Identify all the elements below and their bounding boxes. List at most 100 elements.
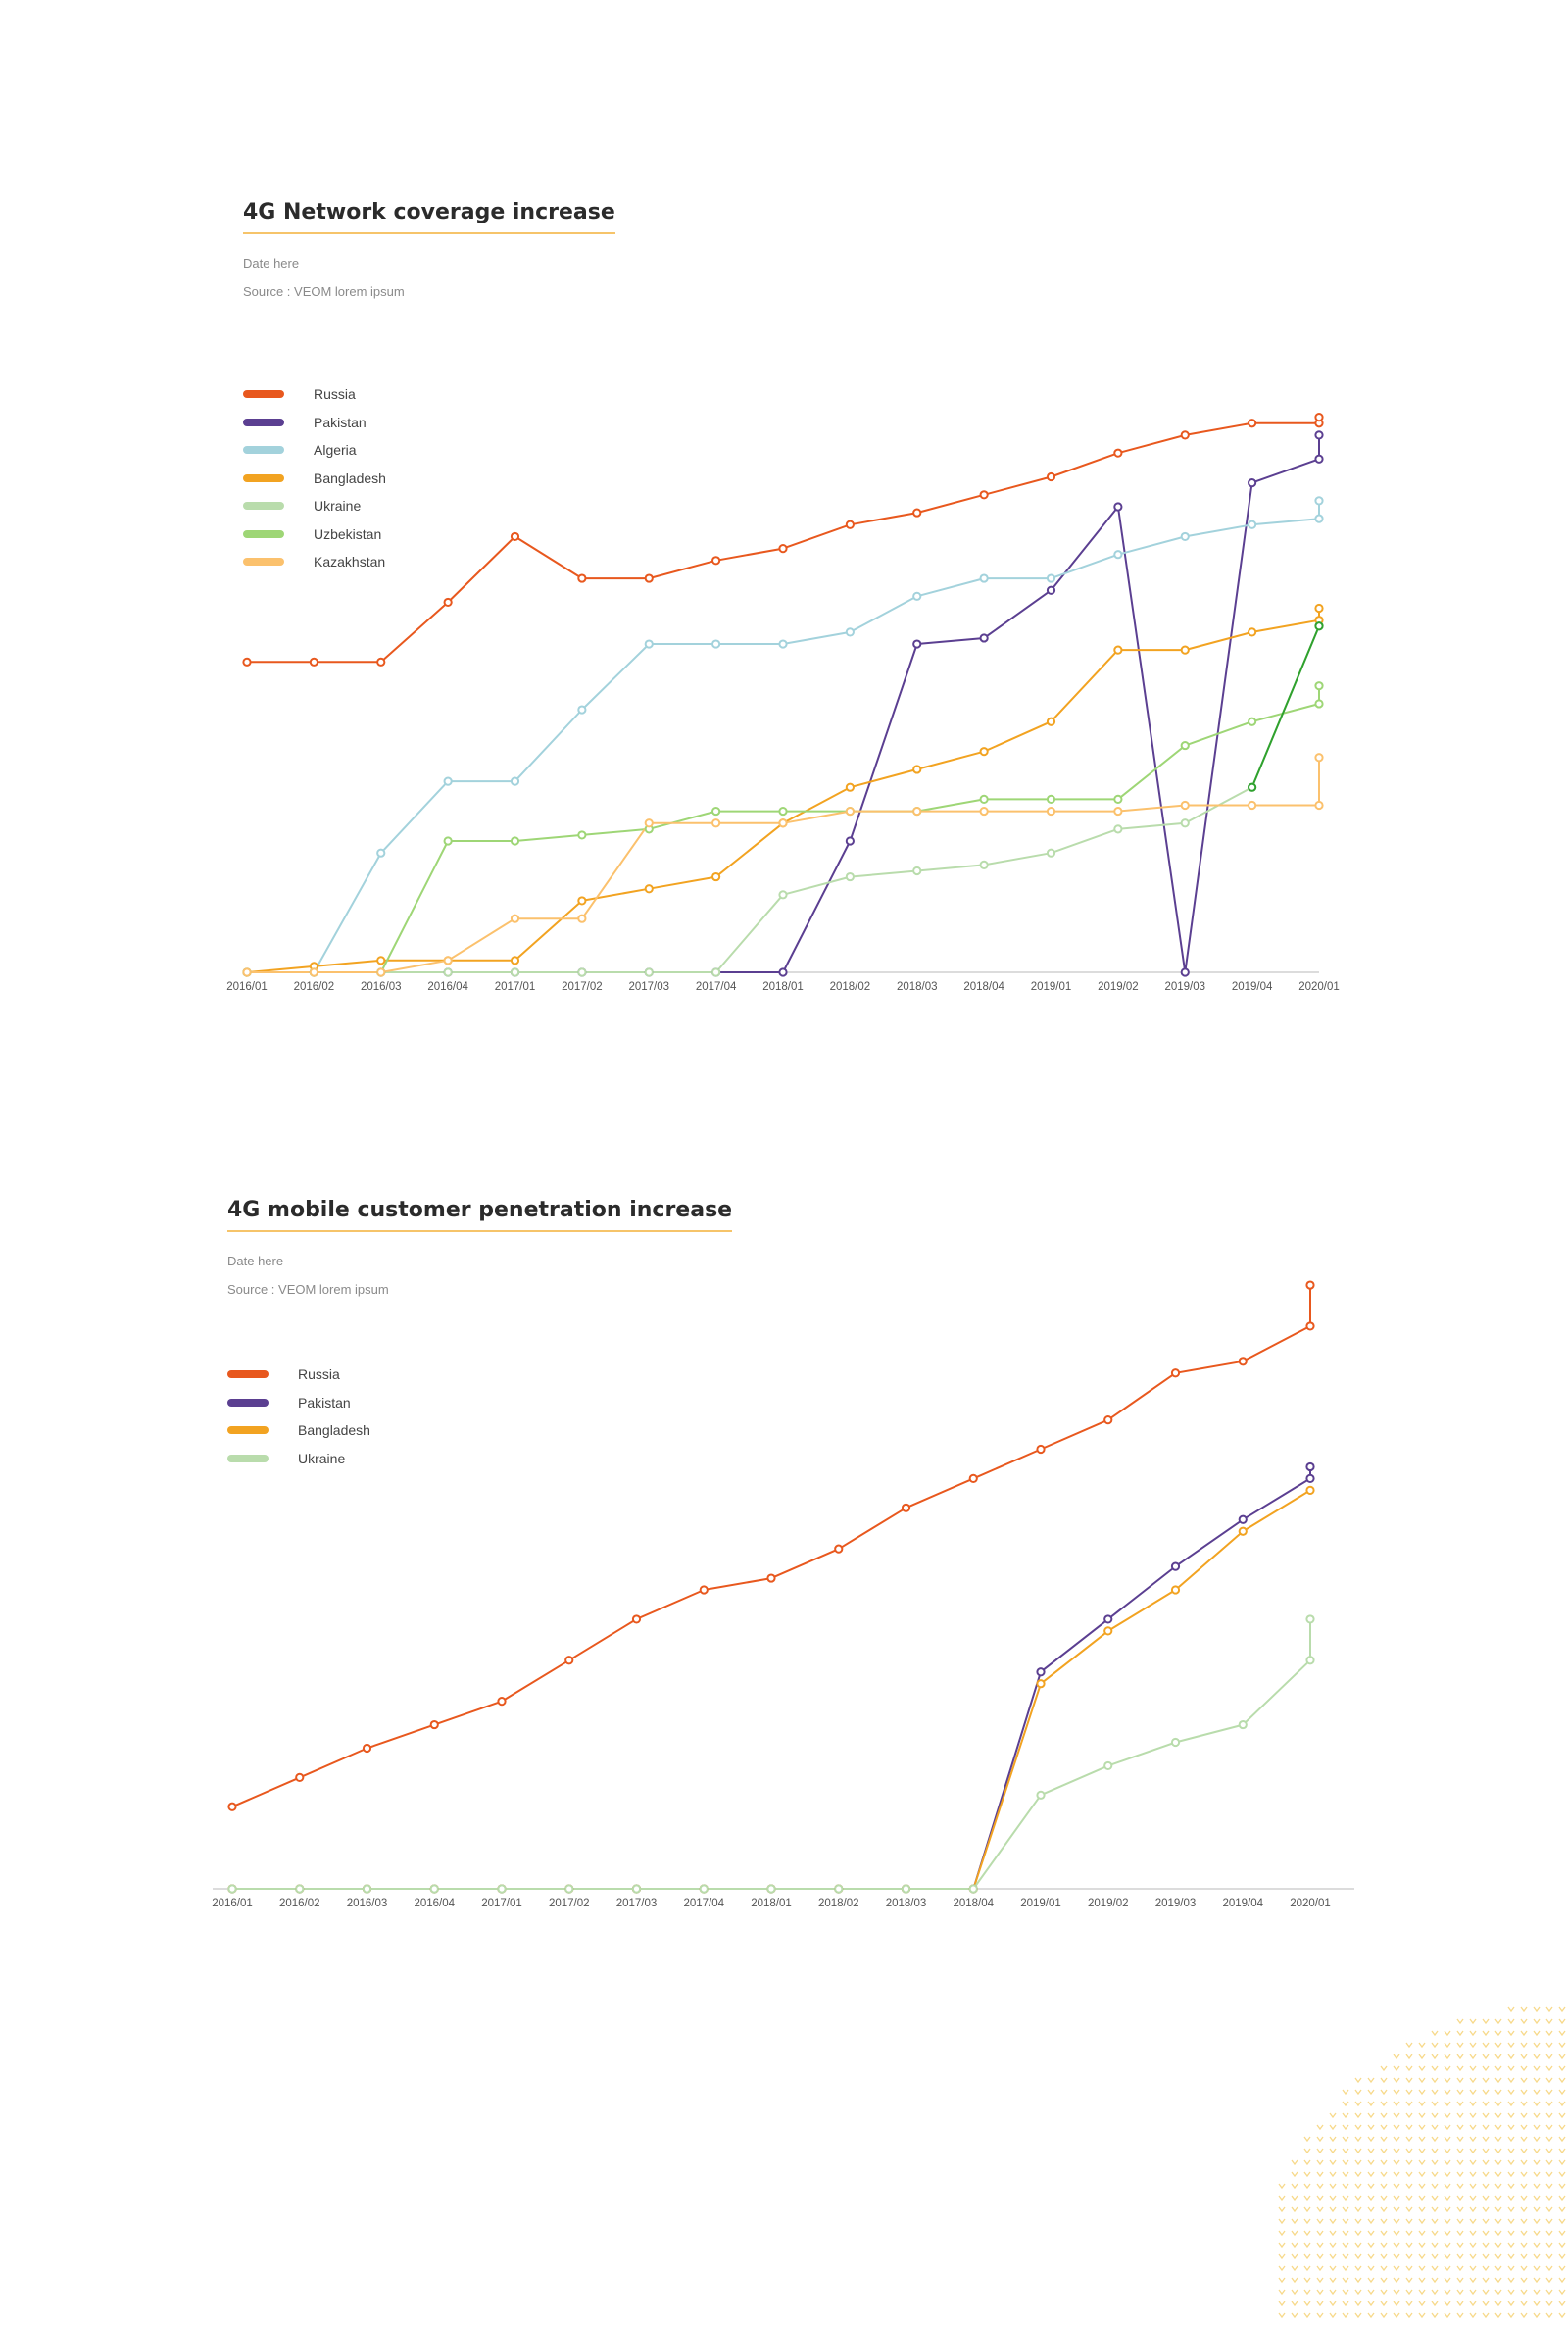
series-algeria-point — [979, 573, 989, 583]
series-ukraine-point — [1046, 848, 1056, 858]
chevron-mark — [1520, 2065, 1528, 2072]
chevron-mark — [1316, 2206, 1324, 2213]
chevron-mark — [1342, 2124, 1349, 2131]
chevron-mark — [1444, 2077, 1451, 2084]
chevron-mark — [1393, 2277, 1400, 2284]
chevron-mark — [1558, 2077, 1566, 2084]
chevron-mark — [1520, 2159, 1528, 2166]
chevron-mark — [1342, 2195, 1349, 2202]
chart-date: Date here — [227, 1254, 284, 1268]
chevron-mark — [1418, 2054, 1426, 2060]
chevron-mark — [1444, 2124, 1451, 2131]
chevron-mark — [1393, 2289, 1400, 2296]
chevron-mark — [1545, 2101, 1553, 2107]
chevron-mark — [1494, 2159, 1502, 2166]
series-pakistan-point — [1046, 585, 1056, 595]
chevron-mark — [1418, 2171, 1426, 2178]
chevron-mark — [1354, 2301, 1362, 2307]
chevron-mark — [1482, 2206, 1490, 2213]
chevron-mark — [1405, 2230, 1413, 2237]
chevron-mark — [1418, 2301, 1426, 2307]
chevron-mark — [1494, 2054, 1502, 2060]
chevron-mark — [1278, 2230, 1286, 2237]
chevron-mark — [1380, 2171, 1388, 2178]
chevron-mark — [1278, 2265, 1286, 2272]
series-algeria-point — [510, 776, 520, 786]
chevron-mark — [1278, 2218, 1286, 2225]
chevron-mark — [1456, 2018, 1464, 2025]
chevron-mark — [1418, 2159, 1426, 2166]
chevron-mark — [1431, 2030, 1439, 2037]
chevron-mark — [1342, 2230, 1349, 2237]
chevron-mark — [1393, 2253, 1400, 2260]
chevron-mark — [1316, 2148, 1324, 2154]
chevron-mark — [1291, 2289, 1298, 2296]
chevron-mark — [1494, 2065, 1502, 2072]
chevron-mark — [1482, 2265, 1490, 2272]
legend-swatch — [243, 502, 284, 511]
chevron-mark — [1367, 2101, 1375, 2107]
x-tick-label: 2016/01 — [212, 1898, 253, 1909]
chevron-mark — [1444, 2265, 1451, 2272]
chevron-mark — [1507, 2042, 1515, 2049]
chevron-mark — [1520, 2253, 1528, 2260]
chevron-mark — [1507, 2230, 1515, 2237]
coverage-chart-panel: 4G Network coverage increase Date here S… — [0, 0, 1568, 1078]
series-russia-point — [429, 1719, 439, 1730]
legend-item-russia: Russia — [227, 1361, 370, 1389]
chevron-mark — [1482, 2112, 1490, 2119]
chevron-mark — [1431, 2301, 1439, 2307]
chevron-mark — [1303, 2183, 1311, 2190]
chevron-mark — [1545, 2148, 1553, 2154]
chevron-mark — [1533, 2124, 1541, 2131]
series-bangladesh-point — [510, 956, 520, 965]
chevron-mark — [1329, 2253, 1337, 2260]
chevron-mark — [1405, 2054, 1413, 2060]
series-ukraine-point — [1036, 1790, 1046, 1800]
x-tick-label: 2018/04 — [953, 1898, 994, 1909]
chevron-mark — [1380, 2136, 1388, 2143]
series-uzbekistan-line — [247, 685, 1320, 973]
chevron-mark — [1418, 2124, 1426, 2131]
chevron-mark — [1342, 2112, 1349, 2119]
series-ukraine-point — [644, 967, 654, 977]
series-ukraine-point — [564, 1884, 574, 1894]
chevron-mark — [1367, 2206, 1375, 2213]
chevron-mark — [1520, 2054, 1528, 2060]
chevron-mark — [1507, 2171, 1515, 2178]
series-russia-point — [510, 531, 520, 542]
chevron-mark — [1469, 2054, 1477, 2060]
chevron-mark — [1482, 2054, 1490, 2060]
chevron-mark — [1431, 2312, 1439, 2319]
series-russia-point — [644, 573, 654, 583]
chevron-mark — [1494, 2312, 1502, 2319]
chevron-mark — [1431, 2136, 1439, 2143]
chevron-mark — [1431, 2289, 1439, 2296]
chevron-mark — [1533, 2265, 1541, 2272]
chevron-mark — [1469, 2183, 1477, 2190]
x-tick-label: 2016/04 — [427, 981, 468, 993]
series-pakistan-point — [1238, 1514, 1248, 1524]
series-bangladesh-point — [644, 884, 654, 894]
chevron-mark — [1393, 2218, 1400, 2225]
chevron-mark — [1380, 2277, 1388, 2284]
chevron-mark — [1558, 2148, 1566, 2154]
series-russia-point — [242, 657, 252, 667]
chevron-mark — [1520, 2018, 1528, 2025]
chevron-mark — [1494, 2183, 1502, 2190]
chevron-mark — [1533, 2077, 1541, 2084]
chevron-mark — [1303, 2265, 1311, 2272]
chevron-mark — [1558, 2242, 1566, 2249]
series-algeria-line — [247, 500, 1320, 973]
chevron-mark — [1367, 2242, 1375, 2249]
chevron-mark — [1507, 2253, 1515, 2260]
chevron-mark — [1405, 2265, 1413, 2272]
chevron-mark — [1303, 2277, 1311, 2284]
series-ukraine-point — [1170, 1737, 1181, 1748]
chevron-mark — [1520, 2265, 1528, 2272]
x-tick-label: 2019/04 — [1232, 981, 1273, 993]
series-kazakhstan-point — [711, 818, 721, 828]
chevron-mark — [1456, 2253, 1464, 2260]
chevron-mark — [1545, 2253, 1553, 2260]
chevron-mark — [1520, 2089, 1528, 2096]
